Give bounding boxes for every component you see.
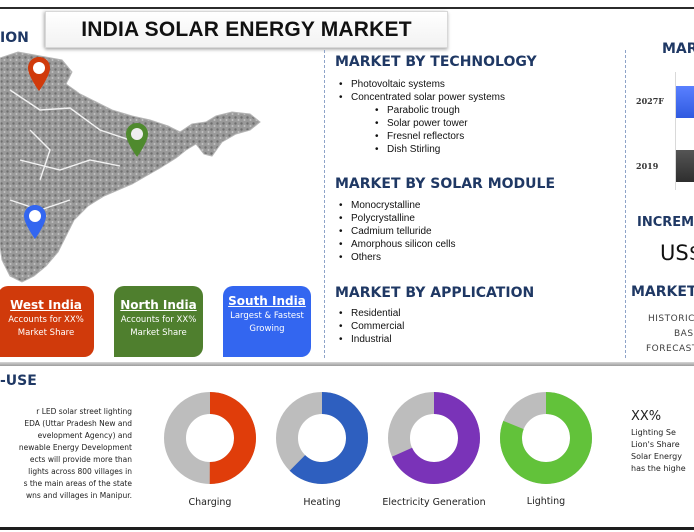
top-rule xyxy=(0,7,694,9)
list-item: Concentrated solar power systems xyxy=(337,91,505,104)
india-map xyxy=(0,51,261,283)
heating-donut xyxy=(276,392,368,484)
base-label: BAS xyxy=(674,329,694,339)
incremental-value: US$ xyxy=(660,241,694,265)
bar-2019 xyxy=(676,150,694,182)
list-item: Polycrystalline xyxy=(337,212,456,225)
north-india-name: North India xyxy=(120,298,197,312)
bar-label-2027f: 2027F xyxy=(636,96,664,106)
charging-label: Charging xyxy=(188,497,232,508)
bar-axis xyxy=(675,72,676,190)
north-india-pin-icon xyxy=(126,123,148,157)
historic-label: HISTORIC xyxy=(648,314,694,324)
heating-label: Heating xyxy=(303,497,341,508)
highlight-line: has the highe xyxy=(631,464,686,473)
west-india-desc-2: Market Share xyxy=(17,328,75,338)
end-use-paragraph: r LED solar street lighting EDA (Uttar P… xyxy=(0,406,132,502)
south-india-desc: Largest & Fastest xyxy=(230,311,304,321)
paragraph-line: EDA (Uttar Pradesh New and xyxy=(24,419,132,428)
bar-2027f xyxy=(676,86,694,118)
solar-module-heading: MARKET BY SOLAR MODULE xyxy=(335,176,556,192)
list-item: Monocrystalline xyxy=(337,199,456,212)
south-india-card: South India Largest & Fastest Growing xyxy=(223,286,311,357)
divider-left xyxy=(324,50,325,358)
south-india-desc-2: Growing xyxy=(249,324,285,334)
west-india-pin-icon xyxy=(28,57,50,91)
west-india-card: West India Accounts for XX% Market Share xyxy=(0,286,94,357)
list-item: Commercial xyxy=(337,320,404,333)
charging-donut xyxy=(164,392,256,484)
forecast-label: FORECAST xyxy=(646,344,694,354)
list-item: Parabolic trough xyxy=(337,104,505,117)
list-item: Industrial xyxy=(337,333,404,346)
list-item: Residential xyxy=(337,307,404,320)
region-heading: ION xyxy=(0,30,29,46)
list-item: Cadmium telluride xyxy=(337,225,456,238)
west-india-desc: Accounts for XX% xyxy=(8,315,84,325)
application-heading: MARKET BY APPLICATION xyxy=(335,285,535,301)
north-india-desc-2: Market Share xyxy=(130,328,187,338)
highlight-line: Solar Energy xyxy=(631,452,682,461)
south-india-name: South India xyxy=(228,294,306,308)
list-item: Photovoltaic systems xyxy=(337,78,505,91)
list-item: Amorphous silicon cells xyxy=(337,238,456,251)
list-item: Solar power tower xyxy=(337,117,505,130)
highlight-line: Lion's Share xyxy=(631,440,680,449)
title-banner: INDIA SOLAR ENERGY MARKET xyxy=(45,11,448,48)
incremental-heading: INCREME xyxy=(637,215,694,230)
north-india-desc: Accounts for XX% xyxy=(120,315,197,325)
solar-module-list: Monocrystalline Polycrystalline Cadmium … xyxy=(337,199,456,264)
bar-label-2019: 2019 xyxy=(636,161,659,171)
application-list: Residential Commercial Industrial xyxy=(337,307,404,346)
electricity-label: Electricity Generation xyxy=(382,497,486,508)
bottom-rule xyxy=(0,527,694,530)
technology-heading: MARKET BY TECHNOLOGY xyxy=(335,54,537,70)
highlight-value: XX% xyxy=(631,409,662,424)
paragraph-line: ects will provide more than xyxy=(29,455,132,464)
divider-right xyxy=(625,50,626,358)
market-size-heading: MAR xyxy=(662,41,694,57)
page-title: INDIA SOLAR ENERGY MARKET xyxy=(81,17,412,41)
technology-list: Photovoltaic systems Concentrated solar … xyxy=(337,78,505,156)
west-india-name: West India xyxy=(10,298,82,312)
electricity-donut xyxy=(388,392,480,484)
lighting-donut xyxy=(500,392,592,484)
paragraph-line: lights across 800 villages in xyxy=(28,467,132,476)
south-india-pin-icon xyxy=(24,205,46,239)
paragraph-line: evelopment Agency) and xyxy=(37,431,132,440)
paragraph-line: wns and villages in Manipur. xyxy=(25,491,132,500)
market-years-heading: MARKET xyxy=(631,284,694,300)
list-item: Others xyxy=(337,251,456,264)
paragraph-line: newable Energy Development xyxy=(18,443,132,452)
paragraph-line: s the main areas of the state xyxy=(23,479,132,488)
highlight-line: Lighting Se xyxy=(631,428,676,437)
end-use-heading: -USE xyxy=(0,373,37,389)
paragraph-line: r LED solar street lighting xyxy=(36,407,132,416)
list-item: Fresnel reflectors xyxy=(337,130,505,143)
list-item: Dish Stirling xyxy=(337,143,505,156)
section-divider xyxy=(0,362,694,366)
highlight-text: Lighting Se Lion's Share Solar Energy ha… xyxy=(631,427,694,475)
lighting-label: Lighting xyxy=(526,496,566,507)
north-india-card: North India Accounts for XX% Market Shar… xyxy=(114,286,203,357)
